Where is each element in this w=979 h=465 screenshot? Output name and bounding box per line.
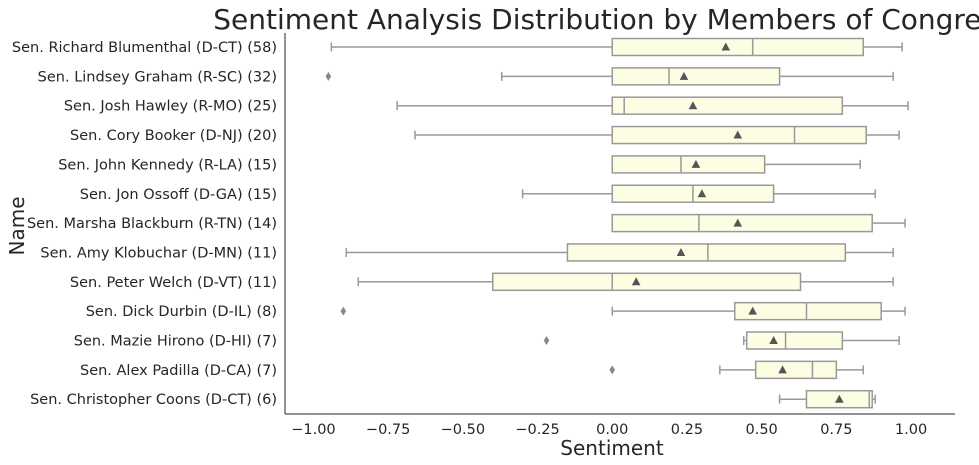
box-group (414, 125, 900, 145)
y-tick-label: Sen. Lindsey Graham (R-SC) (32) (38, 69, 277, 85)
y-tick-label: Sen. Josh Hawley (R-MO) (25) (64, 99, 277, 115)
box-group (345, 243, 894, 262)
iqr-box (611, 67, 781, 86)
outlier-marker (609, 365, 616, 375)
mean-marker (676, 247, 686, 256)
y-tick-label: Sen. Peter Welch (D-VT) (11) (70, 275, 277, 291)
box-group (778, 389, 876, 409)
mean-marker (778, 365, 787, 374)
y-tick-label: Sen. Cory Booker (D-NJ) (20) (70, 128, 277, 144)
mean-marker (769, 336, 778, 344)
iqr-box (611, 37, 864, 57)
y-tick-label: Sen. Amy Klobuchar (D-MN) (11) (40, 245, 277, 261)
y-tick-label: Sen. John Kennedy (R-LA) (15) (58, 157, 277, 173)
x-axis-label: Sentiment (560, 436, 664, 460)
iqr-box (754, 360, 838, 380)
chart-title: Sentiment Analysis Distribution by Membe… (213, 3, 979, 36)
x-tick-labels: −1.00 −0.75 −0.50 −0.25 0.00 0.25 0.50 0.75 1.00 (291, 422, 927, 438)
mean-marker (748, 306, 757, 315)
y-tick-label: Sen. Mazie Hirono (D-HI) (7) (74, 334, 277, 350)
x-tick-label: 0.50 (746, 422, 778, 438)
mean-marker (721, 42, 731, 51)
box-group (340, 301, 906, 321)
y-tick-label: Sen. Jon Ossoff (D-GA) (15) (80, 187, 277, 203)
iqr-box (491, 272, 802, 292)
x-tick-label: −0.25 (515, 422, 559, 438)
iqr-box (611, 96, 844, 115)
mean-marker (688, 101, 698, 110)
mean-marker (835, 394, 844, 403)
box-group (357, 272, 894, 292)
box-group (521, 184, 876, 203)
y-tick-label: Sen. Richard Blumenthal (D-CT) (58) (12, 40, 277, 56)
box-group (611, 155, 862, 174)
outlier-marker (325, 71, 332, 81)
x-tick-label: 0.00 (596, 422, 628, 438)
box-group (611, 213, 906, 233)
y-axis-label: Name (5, 196, 29, 255)
mean-marker (697, 189, 707, 198)
box-group (325, 67, 894, 86)
iqr-box (566, 243, 847, 262)
mean-marker (733, 218, 743, 227)
y-tick-labels: Sen. Richard Blumenthal (D-CT) (58) Sen. … (12, 40, 277, 408)
box-group (396, 96, 909, 115)
iqr-box (734, 301, 882, 321)
x-tick-label: −1.00 (291, 422, 335, 438)
box-group (330, 37, 903, 57)
box-group (609, 360, 864, 380)
mean-marker (691, 159, 701, 168)
iqr-box (611, 213, 873, 233)
iqr-box (745, 331, 844, 350)
y-tick-label: Sen. Marsha Blackburn (R-TN) (14) (27, 216, 277, 232)
x-tick-label: 1.00 (895, 422, 927, 438)
box-group (543, 331, 900, 350)
y-tick-label: Sen. Christopher Coons (D-CT) (6) (30, 392, 277, 408)
x-tick-label: 0.25 (671, 422, 703, 438)
mean-marker (631, 277, 641, 286)
iqr-box (611, 155, 766, 174)
outlier-marker (543, 336, 550, 345)
mean-marker (733, 130, 743, 139)
mean-marker (679, 71, 689, 80)
x-tick-label: 0.75 (820, 422, 852, 438)
y-tick-label: Sen. Alex Padilla (D-CA) (7) (80, 363, 277, 379)
x-tick-label: −0.75 (366, 422, 410, 438)
outlier-marker (340, 306, 347, 316)
x-tick-label: −0.50 (441, 422, 485, 438)
y-tick-label: Sen. Dick Durbin (D-IL) (8) (86, 304, 277, 320)
plot-area (325, 37, 909, 409)
